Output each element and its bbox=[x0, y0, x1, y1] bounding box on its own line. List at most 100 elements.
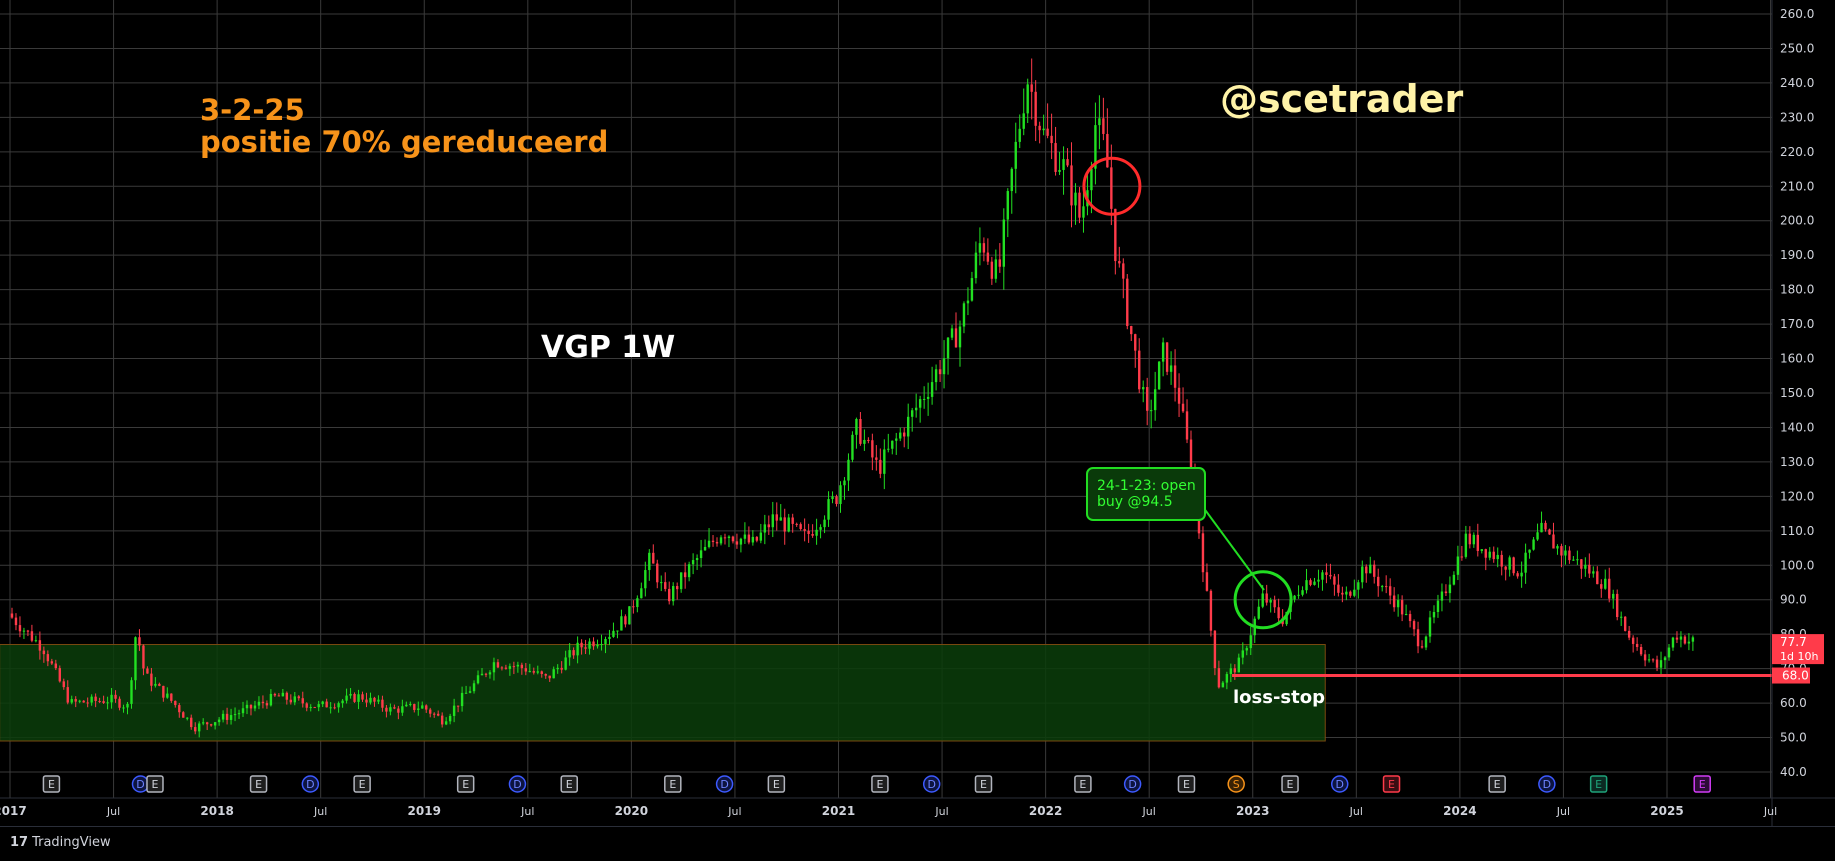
candle-body bbox=[241, 708, 245, 714]
event-letter: E bbox=[462, 778, 469, 791]
price-tick-label: 240.0 bbox=[1780, 76, 1814, 90]
price-tick-label: 260.0 bbox=[1780, 7, 1814, 21]
candle-body bbox=[194, 727, 197, 732]
candle-body bbox=[608, 636, 611, 639]
candle-body bbox=[186, 717, 189, 719]
candle-body bbox=[114, 694, 117, 699]
candle-body bbox=[14, 617, 18, 626]
candle-body bbox=[1580, 559, 1583, 569]
event-split-icon bbox=[1227, 775, 1245, 793]
candle-body bbox=[544, 673, 547, 676]
time-axis[interactable]: 2017 Jul 2018 Jul 2019 Jul 2020 Jul 2021 Jul 2022 J… bbox=[0, 804, 1777, 818]
candle-body bbox=[1568, 550, 1571, 561]
candle-body bbox=[1225, 674, 1229, 683]
tradingview-logo[interactable]: 17 TradingView bbox=[10, 835, 111, 850]
candle-body bbox=[369, 697, 372, 703]
candle-body bbox=[1536, 532, 1539, 540]
date-annotation: 3-2-25 bbox=[200, 93, 305, 127]
candle-body bbox=[779, 517, 782, 521]
candle-body bbox=[198, 723, 201, 732]
candle-body bbox=[1233, 668, 1237, 673]
event-letter: E bbox=[1494, 778, 1501, 791]
candle-body bbox=[1078, 192, 1081, 218]
candle-body bbox=[94, 696, 97, 702]
last-price-value: 77.7 bbox=[1780, 635, 1807, 649]
candle-body bbox=[1042, 128, 1045, 131]
event-letter: E bbox=[152, 778, 159, 791]
candle-body bbox=[381, 699, 384, 708]
candle-body bbox=[1018, 128, 1021, 142]
candle-body bbox=[707, 540, 711, 547]
candle-body bbox=[1357, 582, 1360, 590]
time-tick-label: 2021 bbox=[822, 804, 855, 818]
candle-body bbox=[787, 517, 790, 532]
event-dividend-icon bbox=[508, 775, 527, 793]
candle-body bbox=[233, 714, 237, 716]
event-earnings-icon bbox=[1488, 775, 1506, 793]
callout-box bbox=[1086, 467, 1206, 521]
time-tick-label: Jul bbox=[1556, 805, 1570, 818]
event-earnings-icon bbox=[1177, 775, 1196, 793]
candle-body bbox=[285, 692, 289, 700]
candle-body bbox=[205, 722, 209, 725]
callout-pointer bbox=[1202, 506, 1265, 591]
candle-body bbox=[799, 524, 802, 530]
candle-body bbox=[556, 667, 559, 670]
candle-body bbox=[807, 530, 810, 534]
candle-body bbox=[914, 407, 918, 411]
price-tick-label: 130.0 bbox=[1780, 455, 1814, 469]
time-tick-label: 2019 bbox=[408, 804, 441, 818]
candle-body bbox=[1424, 636, 1428, 648]
candle-body bbox=[1623, 616, 1627, 631]
candle-body bbox=[620, 616, 623, 631]
candle-body bbox=[1484, 549, 1487, 558]
candle-body bbox=[1153, 389, 1157, 411]
candle-body bbox=[1512, 557, 1515, 574]
time-tick-label: 2017 bbox=[0, 804, 27, 818]
candle-body bbox=[1062, 159, 1065, 170]
time-tick-label: 2023 bbox=[1236, 804, 1269, 818]
candle-body bbox=[1014, 141, 1017, 169]
time-tick-label: Jul bbox=[727, 805, 741, 818]
candle-body bbox=[998, 259, 1002, 267]
candle-body bbox=[1074, 192, 1077, 206]
candle-body bbox=[1325, 572, 1328, 575]
event-earnings-icon bbox=[456, 775, 475, 793]
candle-body bbox=[325, 701, 328, 708]
candle-body bbox=[122, 707, 125, 709]
candle-body bbox=[134, 637, 137, 681]
candle-body bbox=[1616, 593, 1619, 618]
time-tick-label: Jul bbox=[934, 805, 948, 818]
candle-body bbox=[930, 382, 934, 397]
candle-body bbox=[1647, 659, 1651, 661]
candle-body bbox=[564, 657, 567, 670]
candle-body bbox=[1181, 403, 1185, 412]
candle-body bbox=[974, 252, 978, 279]
candle-body bbox=[711, 540, 715, 542]
event-earnings-green-icon bbox=[1589, 775, 1608, 793]
candle-body bbox=[1516, 573, 1519, 577]
event-letter: E bbox=[1699, 778, 1706, 791]
footer-bar: 17 TradingView bbox=[0, 826, 1835, 861]
candle-body bbox=[345, 695, 348, 701]
candle-body bbox=[393, 707, 396, 709]
price-axis[interactable]: 260.0 250.0 240.0 230.0 220.0 210.0 200.0 190.0… bbox=[1780, 7, 1814, 779]
candle-body bbox=[1468, 533, 1472, 545]
candle-body bbox=[664, 582, 667, 589]
candle-body bbox=[1002, 219, 1006, 267]
candle-body bbox=[496, 662, 500, 668]
candle-body bbox=[1476, 534, 1479, 551]
candle-body bbox=[1456, 556, 1460, 575]
event-earnings-icon bbox=[767, 775, 786, 793]
candle-body bbox=[560, 667, 563, 670]
candle-body bbox=[520, 664, 524, 669]
candle-body bbox=[417, 708, 420, 710]
candle-body bbox=[568, 650, 571, 658]
candle-body bbox=[588, 641, 591, 649]
candle-body bbox=[751, 536, 755, 543]
time-tick-label: 2018 bbox=[200, 804, 233, 818]
event-earnings-icon bbox=[1074, 775, 1092, 793]
candle-body bbox=[1480, 549, 1483, 551]
candle-body bbox=[66, 687, 69, 703]
